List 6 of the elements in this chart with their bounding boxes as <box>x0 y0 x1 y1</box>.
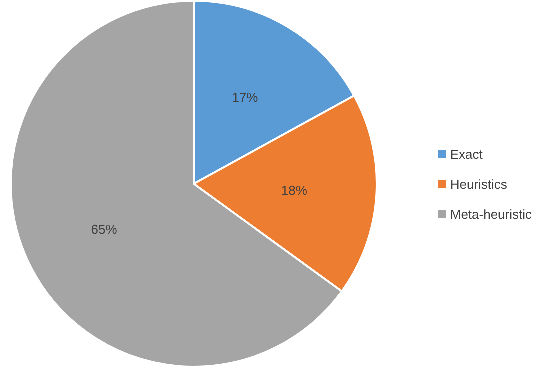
legend-label: Meta-heuristic <box>450 206 532 222</box>
data-label: 18% <box>281 182 308 198</box>
legend-label: Heuristics <box>450 176 508 192</box>
data-label: 17% <box>232 90 259 105</box>
data-label: 65% <box>91 222 118 238</box>
legend-label: Exact <box>450 146 483 162</box>
